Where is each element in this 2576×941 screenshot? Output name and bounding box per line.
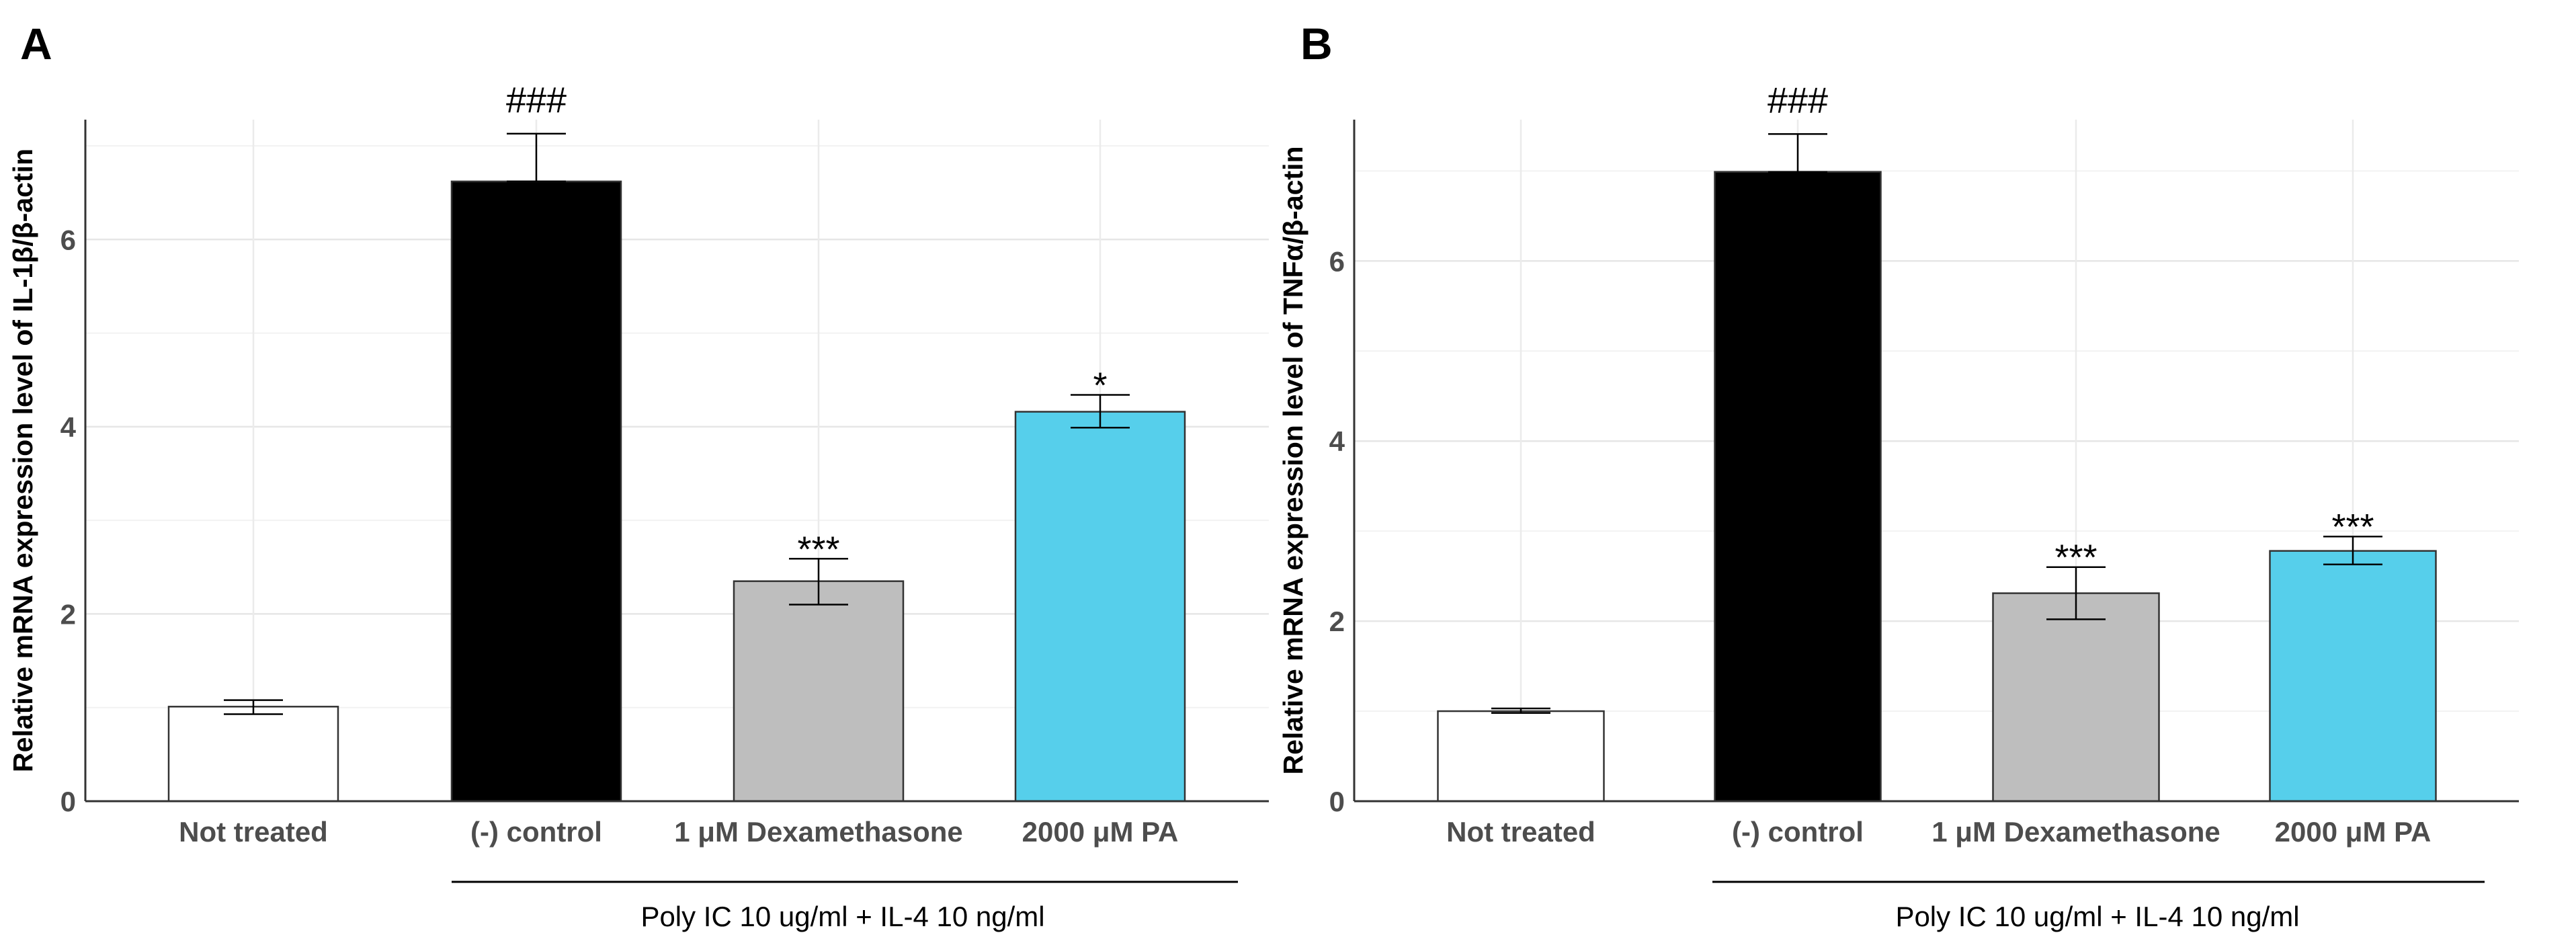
x-tick-label: 2000 μM PA	[1022, 816, 1179, 848]
bar	[1992, 592, 2160, 803]
y-tick-label: 4	[1329, 425, 1345, 457]
bar	[450, 180, 622, 803]
x-tick-label: 1 μM Dexamethasone	[674, 816, 963, 848]
y-tick-label: 2	[1329, 606, 1345, 637]
panel-a: A 0 2 4 6 Not treated ### (-) control *** 1 μM D…	[7, 19, 1269, 932]
bar	[1014, 411, 1186, 803]
bar	[167, 706, 339, 803]
y-tick-label: 0	[60, 786, 76, 817]
significance-label: ***	[797, 529, 839, 569]
x-tick-label: Not treated	[179, 816, 328, 848]
bar	[2269, 550, 2437, 803]
bar	[733, 580, 905, 803]
group-label: Poly IC 10 ug/ml + IL-4 10 ng/ml	[1895, 901, 2299, 932]
x-tick-label: Not treated	[1446, 816, 1595, 848]
significance-label: ###	[506, 80, 567, 120]
bar	[1714, 171, 1882, 803]
x-tick-label: (-) control	[1732, 816, 1864, 848]
y-axis-label: Relative mRNA expression level of IL-1β/…	[7, 149, 38, 772]
y-tick-label: 4	[60, 411, 77, 443]
significance-label: ***	[2331, 507, 2374, 547]
panel-b: B 0 2 4 6 Not treated ### (-) control *** 1 μM D…	[1278, 19, 2519, 932]
y-tick-label: 0	[1329, 786, 1345, 817]
y-tick-label: 2	[60, 598, 76, 630]
x-tick-label: (-) control	[470, 816, 602, 848]
significance-label: ***	[2054, 538, 2097, 578]
group-label: Poly IC 10 ug/ml + IL-4 10 ng/ml	[640, 901, 1044, 932]
x-tick-label: 1 μM Dexamethasone	[1931, 816, 2220, 848]
significance-label: *	[1093, 366, 1107, 406]
y-tick-label: 6	[60, 224, 76, 255]
bar	[1437, 710, 1605, 803]
x-tick-label: 2000 μM PA	[2275, 816, 2432, 848]
y-axis-label: Relative mRNA expression level of TNFα/β…	[1278, 146, 1308, 774]
chart-a: 0 2 4 6 Not treated ### (-) control *** 1 μM Dex…	[7, 80, 1269, 932]
panel-label-b: B	[1300, 19, 1333, 69]
chart-b: 0 2 4 6 Not treated ### (-) control *** 1 μM Dex…	[1278, 80, 2519, 932]
y-tick-label: 6	[1329, 245, 1345, 277]
significance-label: ###	[1768, 80, 1828, 120]
panel-label-a: A	[20, 19, 52, 69]
